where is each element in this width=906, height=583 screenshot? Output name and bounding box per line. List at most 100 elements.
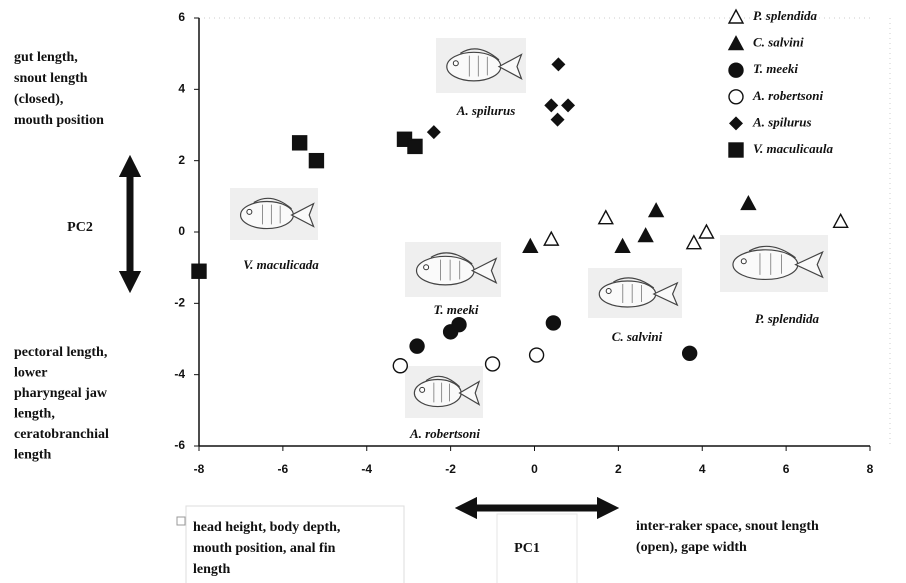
species-annotation: T. meeki — [433, 302, 478, 317]
fish-tail — [458, 380, 481, 406]
legend-marker — [729, 116, 743, 131]
fish-eye — [419, 386, 426, 393]
axis-note: (closed), — [14, 92, 63, 107]
fish-body — [446, 51, 502, 82]
y-tick-label: -6 — [174, 438, 185, 452]
legend-marker — [728, 89, 744, 105]
species-annotation: P. splendida — [755, 311, 820, 326]
species-annotation: V. maculicada — [243, 257, 319, 272]
fish-illustration — [405, 242, 501, 297]
point — [543, 230, 560, 246]
point — [407, 138, 423, 155]
y-axis-label: PC2 — [67, 220, 93, 235]
fish-stripes — [622, 284, 642, 303]
point — [681, 345, 698, 361]
fish-eye — [740, 258, 747, 265]
point — [740, 194, 757, 211]
fish-illustration — [720, 235, 828, 292]
point — [550, 112, 565, 127]
fish-tail — [652, 281, 679, 307]
x-tick-label: -4 — [361, 462, 372, 476]
fish-illustration — [588, 268, 682, 318]
point — [291, 135, 308, 151]
point — [191, 263, 207, 279]
x-axis-label: PC1 — [514, 541, 540, 556]
fish-stripes — [262, 204, 281, 225]
point — [597, 209, 614, 225]
text-box — [185, 505, 405, 583]
y-tick-label: 6 — [178, 10, 185, 24]
x-tick-label: -8 — [194, 462, 205, 476]
y-tick-label: 0 — [178, 224, 185, 238]
point — [614, 237, 631, 253]
label-box — [496, 513, 578, 583]
axis-note: length — [193, 562, 231, 577]
y-tick-label: -2 — [174, 296, 185, 310]
fish-fin — [253, 197, 292, 210]
axis-note: inter-raker space, snout length — [636, 519, 819, 534]
x-tick-label: 2 — [615, 462, 622, 476]
axis-note: mouth position, anal fin — [193, 541, 336, 556]
point — [426, 125, 441, 140]
point — [561, 98, 576, 113]
point — [832, 212, 849, 228]
fish-tail — [470, 257, 498, 284]
legend-marker — [727, 35, 745, 51]
species-annotation: C. salvini — [612, 329, 663, 344]
axis-note: pharyngeal jaw — [14, 386, 108, 401]
point — [308, 152, 325, 169]
legend-marker — [728, 62, 744, 78]
x-tick-label: -2 — [445, 462, 456, 476]
y-tick-label: 2 — [178, 153, 185, 167]
legend-label: C. salvini — [753, 35, 804, 50]
point — [545, 315, 562, 331]
legend-label: V. maculicaula — [753, 141, 833, 156]
point — [392, 358, 408, 374]
axis-note: (open), gape width — [636, 540, 747, 555]
legend-label: T. meeki — [753, 61, 798, 76]
point — [528, 347, 545, 363]
fish-tail — [290, 202, 315, 228]
fish-illustration — [436, 38, 526, 93]
x-tick-label: 4 — [699, 462, 706, 476]
point — [698, 223, 715, 239]
axis-note: ceratobranchial — [14, 427, 109, 442]
fish-stripes — [440, 259, 461, 281]
x-tick-label: -6 — [278, 462, 289, 476]
x-tick-label: 0 — [531, 462, 538, 476]
y-tick-label: 4 — [178, 82, 185, 96]
legend-marker — [727, 8, 745, 24]
axis-note: lower — [14, 366, 47, 381]
x-tick-label: 8 — [867, 462, 874, 476]
fish-illustration — [405, 366, 483, 418]
fish-fin — [613, 277, 655, 289]
point — [551, 57, 566, 72]
fish-body — [415, 255, 475, 286]
axis-note: mouth position — [14, 113, 104, 128]
x-tick-label: 6 — [783, 462, 790, 476]
axis-note: head height, body depth, — [193, 520, 340, 535]
legend-marker — [728, 142, 744, 158]
axis-note: length — [14, 448, 52, 463]
fish-fin — [425, 375, 461, 388]
axis-note: snout length — [14, 71, 88, 86]
point — [409, 338, 425, 354]
fish-fin — [748, 245, 796, 259]
point — [484, 356, 501, 372]
fish-eye — [605, 288, 612, 294]
legend-label: A. robertsoni — [752, 88, 823, 103]
fish-eye — [246, 208, 253, 215]
axis-note: pectoral length, — [14, 345, 107, 360]
species-annotation: A. robertsoni — [409, 426, 480, 441]
point — [544, 98, 559, 113]
legend-label: P. splendida — [753, 8, 818, 23]
fish-body — [413, 378, 462, 408]
fish-tail — [794, 250, 824, 279]
axis-note: length, — [14, 407, 55, 422]
fish-eye — [452, 60, 459, 67]
point — [522, 237, 539, 253]
fish-stripes — [468, 55, 488, 77]
point — [637, 227, 654, 243]
y-tick-label: -4 — [174, 367, 185, 381]
fish-illustration — [230, 188, 318, 240]
